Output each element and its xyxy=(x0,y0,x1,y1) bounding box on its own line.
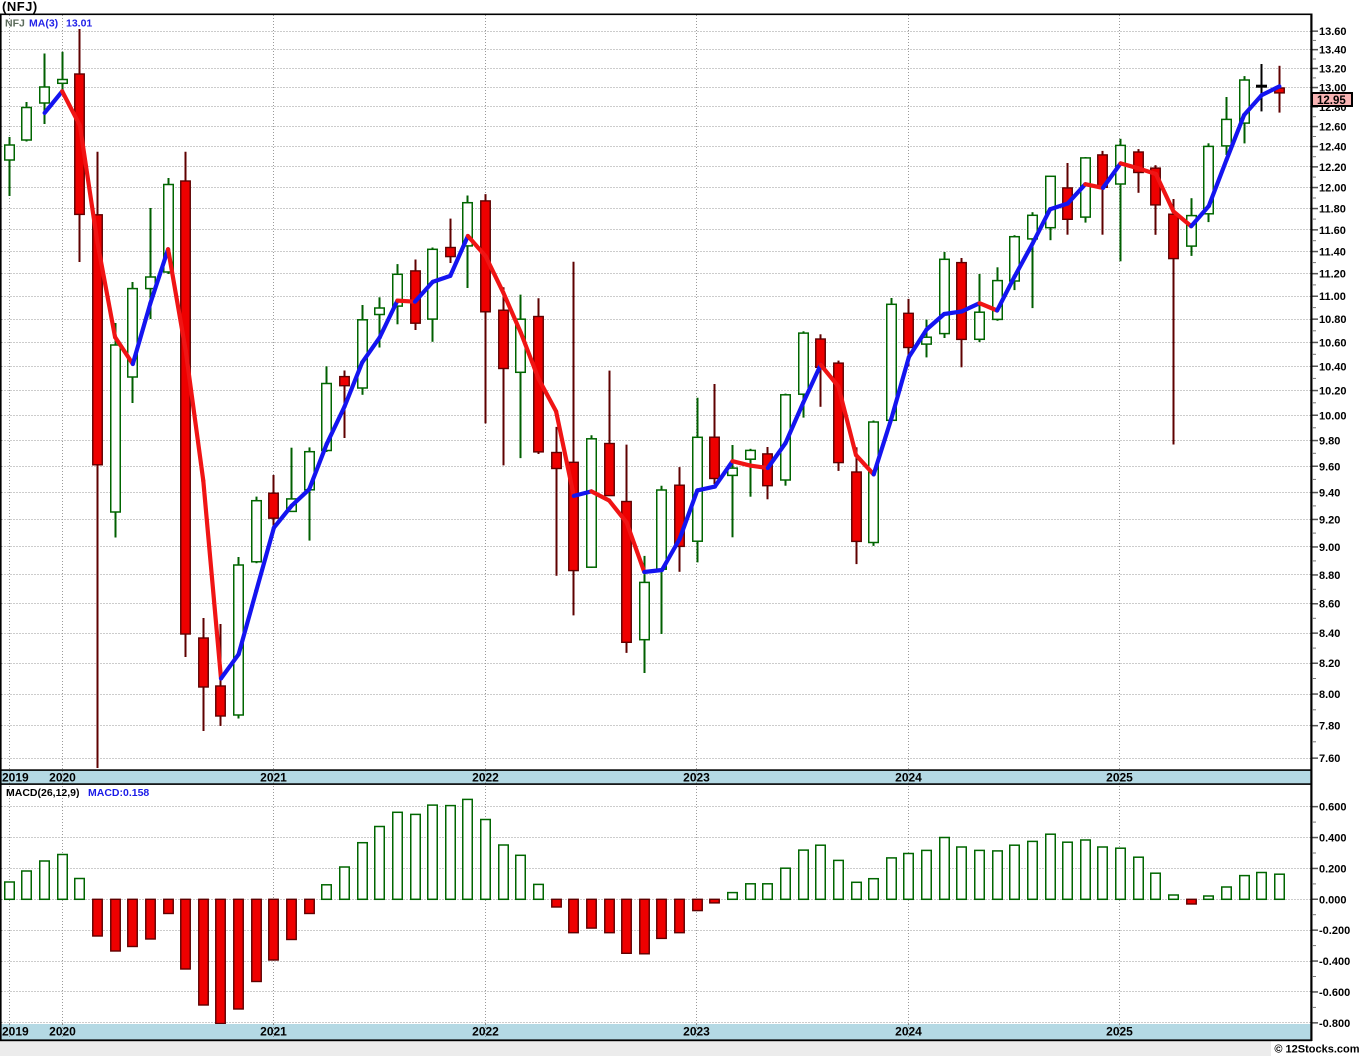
svg-text:12.20: 12.20 xyxy=(1319,162,1347,174)
svg-text:0.200: 0.200 xyxy=(1319,863,1347,875)
svg-text:2024: 2024 xyxy=(895,1025,922,1039)
svg-text:MACD(26,12,9): MACD(26,12,9) xyxy=(6,787,80,799)
svg-text:2024: 2024 xyxy=(895,771,922,785)
svg-text:11.00: 11.00 xyxy=(1319,291,1346,303)
svg-text:0.600: 0.600 xyxy=(1319,802,1347,814)
svg-text:13.60: 13.60 xyxy=(1319,26,1347,38)
svg-text:2020: 2020 xyxy=(49,771,76,785)
svg-text:2019: 2019 xyxy=(2,771,29,785)
svg-text:2021: 2021 xyxy=(260,1025,287,1039)
svg-text:7.60: 7.60 xyxy=(1319,753,1340,765)
svg-text:2019: 2019 xyxy=(2,1025,29,1039)
svg-text:13.01: 13.01 xyxy=(66,18,92,30)
svg-text:13.00: 13.00 xyxy=(1319,83,1347,95)
svg-text:8.40: 8.40 xyxy=(1319,628,1340,640)
svg-text:11.80: 11.80 xyxy=(1319,204,1346,216)
svg-text:10.80: 10.80 xyxy=(1319,314,1347,326)
svg-text:9.80: 9.80 xyxy=(1319,436,1340,448)
svg-text:7.80: 7.80 xyxy=(1319,721,1340,733)
svg-text:0.400: 0.400 xyxy=(1319,833,1347,845)
svg-text:-0.400: -0.400 xyxy=(1319,956,1350,968)
svg-text:11.60: 11.60 xyxy=(1319,225,1346,237)
svg-text:9.20: 9.20 xyxy=(1319,514,1340,526)
svg-text:10.00: 10.00 xyxy=(1319,410,1347,422)
svg-text:11.20: 11.20 xyxy=(1319,269,1346,281)
svg-text:13.20: 13.20 xyxy=(1319,63,1347,75)
svg-text:9.40: 9.40 xyxy=(1319,488,1340,500)
svg-text:2022: 2022 xyxy=(472,771,499,785)
svg-text:MA(3): MA(3) xyxy=(29,18,58,30)
svg-text:2022: 2022 xyxy=(472,1025,499,1039)
svg-text:11.40: 11.40 xyxy=(1319,247,1346,259)
svg-text:2020: 2020 xyxy=(49,1025,76,1039)
svg-text:12.00: 12.00 xyxy=(1319,183,1347,195)
svg-text:2023: 2023 xyxy=(683,1025,710,1039)
svg-text:2025: 2025 xyxy=(1106,771,1133,785)
svg-text:8.20: 8.20 xyxy=(1319,658,1340,670)
svg-text:© 12Stocks.com: © 12Stocks.com xyxy=(1274,1044,1359,1056)
svg-text:12.95: 12.95 xyxy=(1317,95,1346,107)
svg-text:12.60: 12.60 xyxy=(1319,122,1347,134)
svg-text:2025: 2025 xyxy=(1106,1025,1133,1039)
svg-text:-0.200: -0.200 xyxy=(1319,925,1350,937)
svg-text:0.000: 0.000 xyxy=(1319,894,1347,906)
svg-text:-0.600: -0.600 xyxy=(1319,987,1350,999)
svg-text:10.40: 10.40 xyxy=(1319,361,1347,373)
svg-text:-0.800: -0.800 xyxy=(1319,1018,1350,1030)
svg-text:12.40: 12.40 xyxy=(1319,142,1347,154)
svg-text:9.00: 9.00 xyxy=(1319,542,1340,554)
svg-text:10.60: 10.60 xyxy=(1319,338,1347,350)
svg-text:8.60: 8.60 xyxy=(1319,599,1340,611)
svg-text:13.40: 13.40 xyxy=(1319,45,1347,57)
svg-text:8.80: 8.80 xyxy=(1319,570,1340,582)
svg-text:10.20: 10.20 xyxy=(1319,386,1347,398)
svg-text:NFJ: NFJ xyxy=(5,18,25,30)
svg-text:MACD:0.158: MACD:0.158 xyxy=(88,787,149,799)
svg-text:9.60: 9.60 xyxy=(1319,461,1340,473)
svg-text:2021: 2021 xyxy=(260,771,287,785)
svg-text:2023: 2023 xyxy=(683,771,710,785)
svg-text:(NFJ): (NFJ) xyxy=(2,0,38,14)
svg-text:8.00: 8.00 xyxy=(1319,689,1340,701)
